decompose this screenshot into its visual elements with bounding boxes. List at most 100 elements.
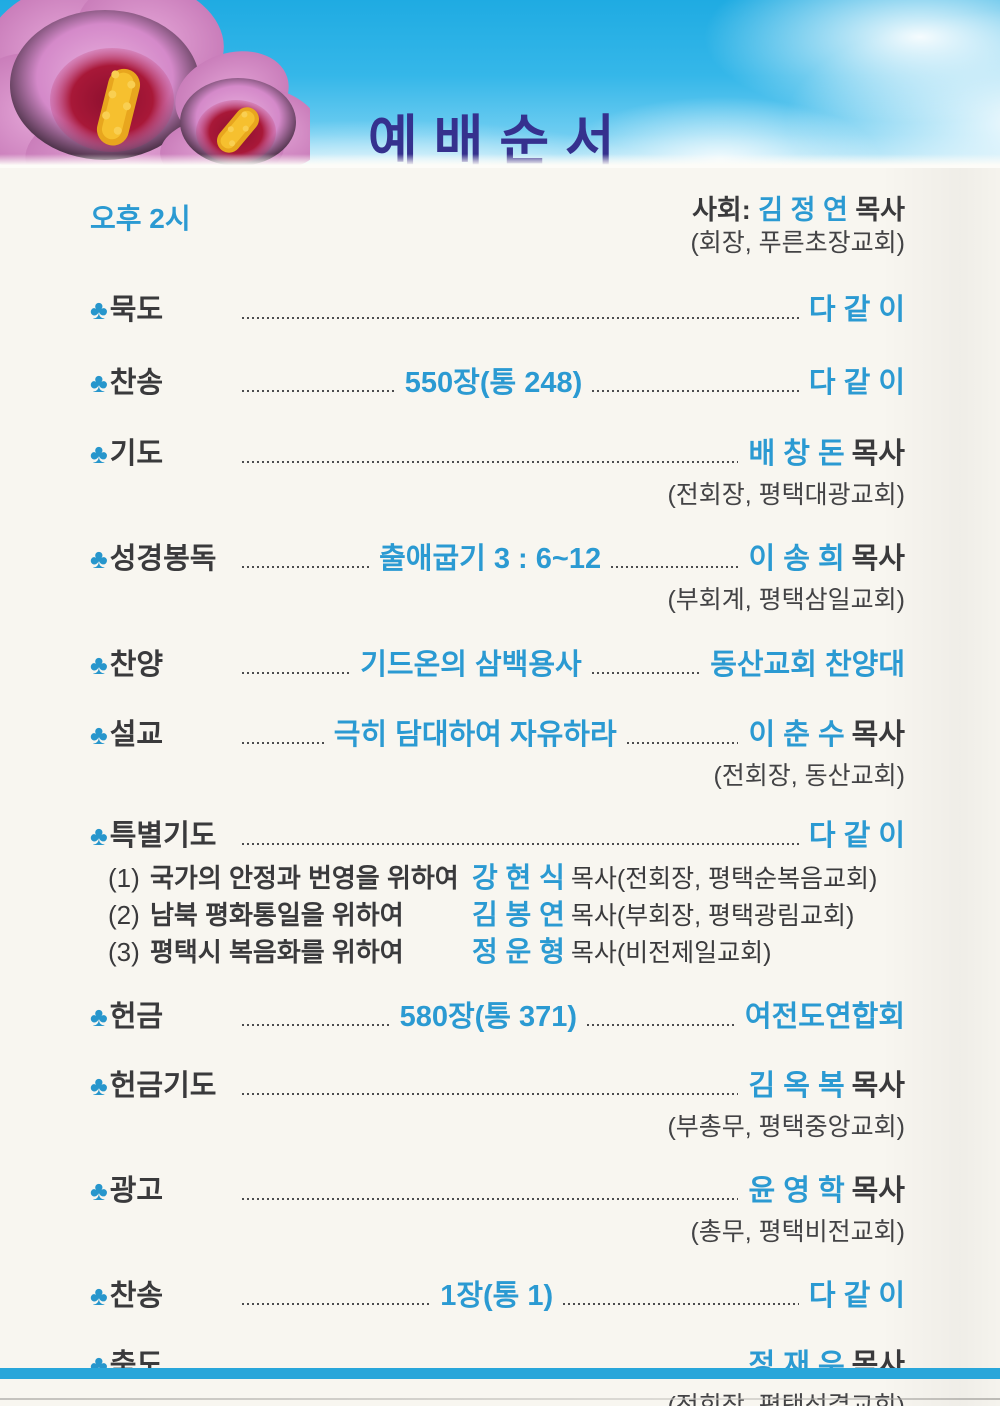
special-prayer-purpose: 평택시 복음화를 위하여: [150, 937, 404, 967]
officiant-title: 목사: [851, 543, 905, 575]
program-row-teukbyeolgido: ♣ 특별기도 다 같 이: [90, 812, 905, 854]
mc-line: 사회: 김 정 연 목사: [690, 194, 905, 227]
program-center-value: 550장(통 248): [404, 367, 583, 399]
dotted-leader: [241, 1024, 390, 1026]
dotted-leader: [611, 566, 739, 568]
special-prayer-list: (1) 국가의 안정과 번영을 위하여 강 현 식 목사(전회장, 평택순복음교…: [108, 860, 905, 971]
special-prayer-item: (2) 남북 평화통일을 위하여 김 봉 연 목사(부회장, 평택광림교회): [108, 897, 905, 934]
service-time: 오후 2시: [90, 203, 191, 234]
hibiscus-flowers-image: [0, 0, 310, 168]
special-prayer-number: (3): [108, 937, 140, 967]
special-prayer-purpose: 국가의 안정과 번영을 위하여: [150, 863, 459, 893]
program-item-label: 광고: [109, 1175, 164, 1207]
special-prayer-number: (1): [108, 863, 140, 893]
special-prayer-name: 정 운 형: [472, 936, 565, 967]
club-suit-icon: ♣: [90, 1002, 108, 1032]
club-suit-icon: ♣: [90, 368, 108, 398]
program-row-heongeum: ♣ 헌금 580장(통 371) 여전도연합회: [90, 993, 905, 1035]
sermon-title: 극히 담대하여 자유하라: [333, 719, 617, 751]
officiant-affiliation: (전회장, 평택성결교회): [667, 1392, 905, 1406]
officiant-affiliation: (총무, 평택비전교회): [690, 1218, 905, 1246]
dotted-leader: [241, 843, 799, 845]
club-suit-icon: ♣: [90, 1281, 108, 1311]
special-prayer-detail: 목사(부회장, 평택광림교회): [570, 902, 855, 930]
program-item-label: 특별기도: [109, 820, 217, 852]
officiant-title: 목사: [851, 1070, 905, 1102]
dotted-leader: [241, 461, 739, 463]
program-row-seolgyo: ♣ 설교 극히 담대하여 자유하라 이 춘 수 목사: [90, 711, 905, 753]
page-title: 예배순서: [368, 111, 631, 168]
program-row-seonggyeong: ♣ 성경봉독 출애굽기 3 : 6~12 이 송 희 목사: [90, 535, 905, 577]
officiant-name: 배 창 돈: [748, 438, 845, 470]
club-suit-icon: ♣: [90, 720, 108, 750]
officiant-name: 윤 영 학: [748, 1175, 845, 1207]
officiant-title: 목사: [851, 719, 905, 751]
dotted-leader: [587, 1024, 735, 1026]
dotted-leader: [241, 566, 370, 568]
program-row-heongeumgido: ♣ 헌금기도 김 옥 복 목사: [90, 1062, 905, 1104]
club-suit-icon: ♣: [90, 650, 108, 680]
dotted-leader: [241, 1093, 739, 1095]
program-row-chanyang: ♣ 찬양 기드온의 삼백용사 동산교회 찬양대: [90, 641, 905, 683]
officiant: 배 창 돈 목사: [748, 430, 905, 472]
dotted-leader: [626, 742, 739, 744]
dotted-leader: [241, 317, 799, 319]
program-right-value: 다 같 이: [808, 367, 905, 399]
officiant-affiliation: (전회장, 평택대광교회): [667, 481, 905, 509]
program-center-value: 580장(통 371): [399, 1001, 578, 1033]
officiant-affiliation: (전회장, 동산교회): [713, 762, 905, 790]
mc-name: 김 정 연: [758, 195, 848, 225]
program-item-label: 찬송: [109, 1280, 164, 1312]
program-center-value: 출애굽기 3 : 6~12: [379, 543, 602, 575]
program-center-value: 1장(통 1): [440, 1280, 554, 1312]
special-prayer-purpose: 남북 평화통일을 위하여: [150, 900, 404, 930]
officiant-name: 이 송 희: [748, 543, 845, 575]
program-item-label: 성경봉독: [109, 543, 217, 575]
special-prayer-item: (3) 평택시 복음화를 위하여 정 운 형 목사(비전제일교회): [108, 934, 905, 971]
dotted-leader: [241, 1198, 739, 1200]
special-prayer-name: 김 봉 연: [472, 899, 565, 930]
officiant-name: 이 춘 수: [748, 719, 845, 751]
paper-fold-line: [0, 1398, 1000, 1400]
program-item-label: 헌금: [109, 1001, 164, 1033]
bottom-accent-stripe: [0, 1368, 1000, 1379]
dotted-leader: [241, 672, 351, 674]
program-item-label: 기도: [109, 438, 164, 470]
program-item-label: 찬양: [109, 649, 164, 681]
officiant-name: 김 옥 복: [748, 1070, 845, 1102]
program-item-label: 설교: [109, 719, 164, 751]
mc-title: 목사: [855, 195, 905, 225]
dotted-leader: [241, 1303, 431, 1305]
officiant-affiliation: (부총무, 평택중앙교회): [667, 1113, 905, 1141]
header-banner: 예배순서: [0, 0, 1000, 168]
program-center-value: 기드온의 삼백용사: [360, 649, 582, 681]
officiant-title: 목사: [851, 1175, 905, 1207]
dotted-leader: [241, 390, 395, 392]
club-suit-icon: ♣: [90, 1176, 108, 1206]
officiant: 이 송 희 목사: [748, 535, 905, 577]
program-right-value: 다 같 이: [808, 1280, 905, 1312]
officiant: 이 춘 수 목사: [748, 711, 905, 753]
mc-affiliation: (회장, 푸른초장교회): [690, 229, 905, 257]
program-row-gwanggo: ♣ 광고 윤 영 학 목사: [90, 1167, 905, 1209]
program-content: 오후 2시 사회: 김 정 연 목사 (회장, 푸른초장교회) ♣ 묵도 다 같…: [0, 194, 1000, 1406]
officiant: 김 옥 복 목사: [748, 1062, 905, 1104]
mc-block: 사회: 김 정 연 목사 (회장, 푸른초장교회): [690, 194, 905, 260]
dotted-leader: [591, 672, 701, 674]
dotted-leader: [241, 742, 324, 744]
officiant-title: 목사: [851, 438, 905, 470]
club-suit-icon: ♣: [90, 295, 108, 325]
special-prayer-detail: 목사(전회장, 평택순복음교회): [570, 865, 878, 893]
officiant-affiliation: (부회계, 평택삼일교회): [667, 586, 905, 614]
program-row-mukdo: ♣ 묵도 다 같 이: [90, 286, 905, 328]
club-suit-icon: ♣: [90, 439, 108, 469]
program-row-gido: ♣ 기도 배 창 돈 목사: [90, 430, 905, 472]
program-row-chansong1: ♣ 찬송 550장(통 248) 다 같 이: [90, 359, 905, 401]
program-right-value: 여전도연합회: [744, 1001, 906, 1033]
special-prayer-name: 강 현 식: [472, 862, 565, 893]
special-prayer-detail: 목사(비전제일교회): [570, 939, 772, 967]
mc-prefix: 사회:: [692, 195, 751, 225]
officiant: 윤 영 학 목사: [748, 1167, 905, 1209]
program-right-value: 다 같 이: [808, 820, 905, 852]
club-suit-icon: ♣: [90, 544, 108, 574]
